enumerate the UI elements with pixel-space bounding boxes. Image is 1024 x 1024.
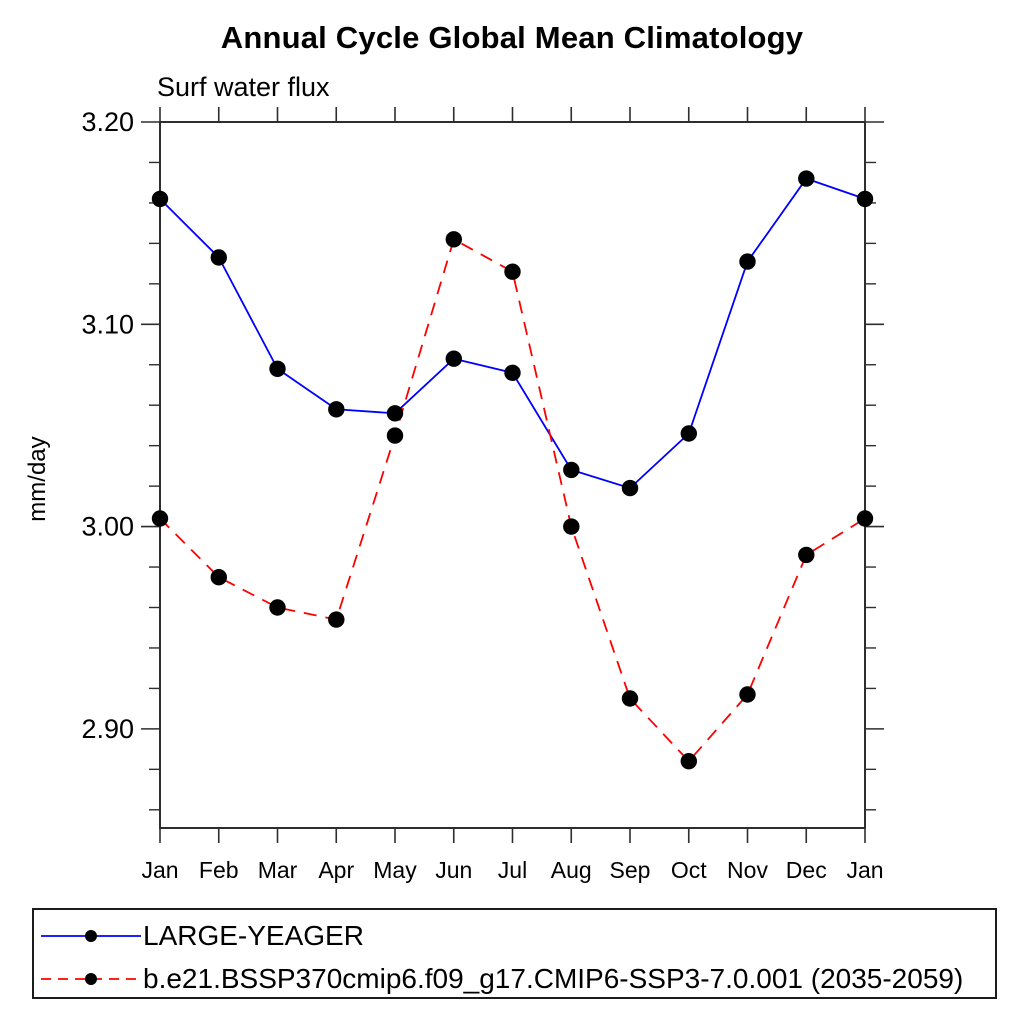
data-point-marker <box>151 510 169 527</box>
plot-border <box>159 121 866 829</box>
y-tick-label: 2.90 <box>81 714 134 744</box>
x-tick-label: Feb <box>199 857 239 883</box>
chart-title: Annual Cycle Global Mean Climatology <box>220 20 804 55</box>
x-tick-label: Dec <box>786 857 827 883</box>
series-line-dashed <box>159 237 866 763</box>
data-point-marker <box>269 360 286 377</box>
legend-sample-marker <box>85 930 97 942</box>
data-point-marker <box>328 611 345 628</box>
y-tick-label: 3.00 <box>81 512 134 542</box>
data-point-marker <box>856 190 874 208</box>
x-tick-label: Jan <box>141 857 178 883</box>
legend-sample-line-dashed <box>41 973 141 985</box>
legend-label: b.e21.BSSP370cmip6.f09_g17.CMIP6-SSP3-7.… <box>143 963 964 994</box>
legend-sample-line-solid <box>41 930 141 942</box>
data-point-marker <box>798 170 815 187</box>
data-point-marker <box>739 253 756 270</box>
legend-entry-ssp370: b.e21.BSSP370cmip6.f09_g17.CMIP6-SSP3-7.… <box>39 963 964 994</box>
data-point-marker <box>504 364 521 381</box>
y-tick-label: 3.10 <box>81 309 134 339</box>
legend-box: LARGE-YEAGER b.e21.BSSP370cmip6.f09_g17.… <box>32 908 997 999</box>
y-tick-label: 3.20 <box>81 107 134 137</box>
data-point-marker <box>680 425 697 442</box>
x-tick-label: Sep <box>610 857 651 883</box>
legend-entry-large-yeager: LARGE-YEAGER <box>39 920 364 951</box>
chart-subtitle: Surf water flux <box>157 72 330 102</box>
x-tick-label: Oct <box>671 857 707 883</box>
data-point-marker <box>621 479 639 497</box>
data-point-marker <box>563 518 580 535</box>
data-point-marker <box>621 690 639 707</box>
legend-sample-marker <box>85 973 97 985</box>
data-point-marker <box>151 190 169 208</box>
x-tick-label: May <box>373 857 417 883</box>
x-tick-label: Jul <box>498 857 527 883</box>
data-point-marker <box>798 546 815 564</box>
data-point-marker <box>563 461 580 479</box>
data-point-marker <box>445 231 462 248</box>
data-point-marker <box>269 599 286 616</box>
data-point-marker <box>386 405 404 422</box>
data-point-marker <box>210 249 227 266</box>
data-point-marker <box>856 510 874 527</box>
data-point-marker <box>445 350 462 367</box>
data-point-marker <box>504 263 521 280</box>
x-tick-label: Apr <box>318 857 354 883</box>
data-point-marker <box>328 401 345 418</box>
data-point-marker <box>680 753 697 770</box>
data-point-marker <box>386 427 404 444</box>
legend-label: LARGE-YEAGER <box>143 920 364 951</box>
x-tick-label: Aug <box>551 857 592 883</box>
x-tick-label: Nov <box>727 857 768 883</box>
data-point-marker <box>739 686 756 703</box>
data-point-marker <box>210 569 227 586</box>
x-tick-label: Jan <box>846 857 883 883</box>
series-line-solid <box>159 177 866 490</box>
x-tick-label: Jun <box>435 857 472 883</box>
x-tick-label: Mar <box>258 857 298 883</box>
